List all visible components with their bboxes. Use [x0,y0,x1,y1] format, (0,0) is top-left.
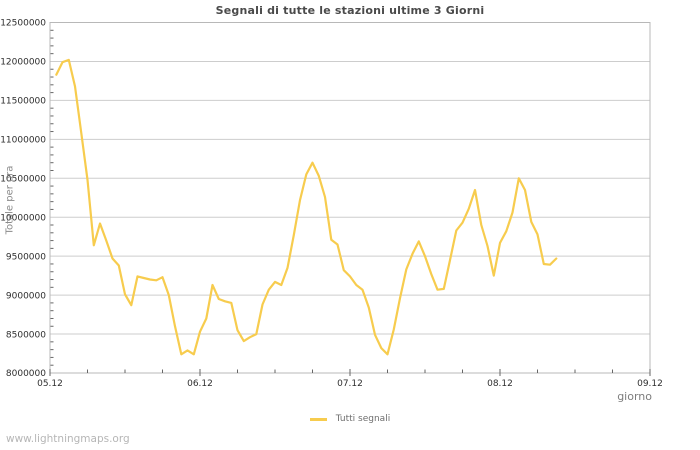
legend-label: Tutti segnali [335,414,391,424]
legend: Tutti segnali [0,412,700,426]
chart-title: Segnali di tutte le stazioni ultime 3 Gi… [215,4,485,17]
x-axis-title: giorno [617,390,652,403]
y-tick-label: 8500000 [6,330,46,340]
series-line [55,58,558,356]
x-tick-label: 08.12 [487,379,513,389]
y-tick-label: 10500000 [0,174,46,184]
x-tick-label: 07.12 [337,379,363,389]
x-tick-label: 09.12 [637,379,663,389]
plot-border [49,22,651,374]
y-tick-label: 8000000 [6,369,46,379]
x-tick-label: 06.12 [187,379,213,389]
y-tick-label: 12000000 [0,58,46,68]
x-tick-label: 05.12 [37,379,63,389]
y-tick-label: 11000000 [0,136,46,146]
y-tick-label: 9000000 [6,291,46,301]
y-axis-title: Totale per ora [4,165,16,235]
watermark: www.lightningmaps.org [6,433,130,445]
y-tick-label: 12500000 [0,19,46,29]
y-tick-label: 10000000 [0,213,46,223]
legend-line-swatch [309,417,327,421]
y-tick-label: 9500000 [6,252,46,262]
y-tick-label: 11500000 [0,97,46,107]
